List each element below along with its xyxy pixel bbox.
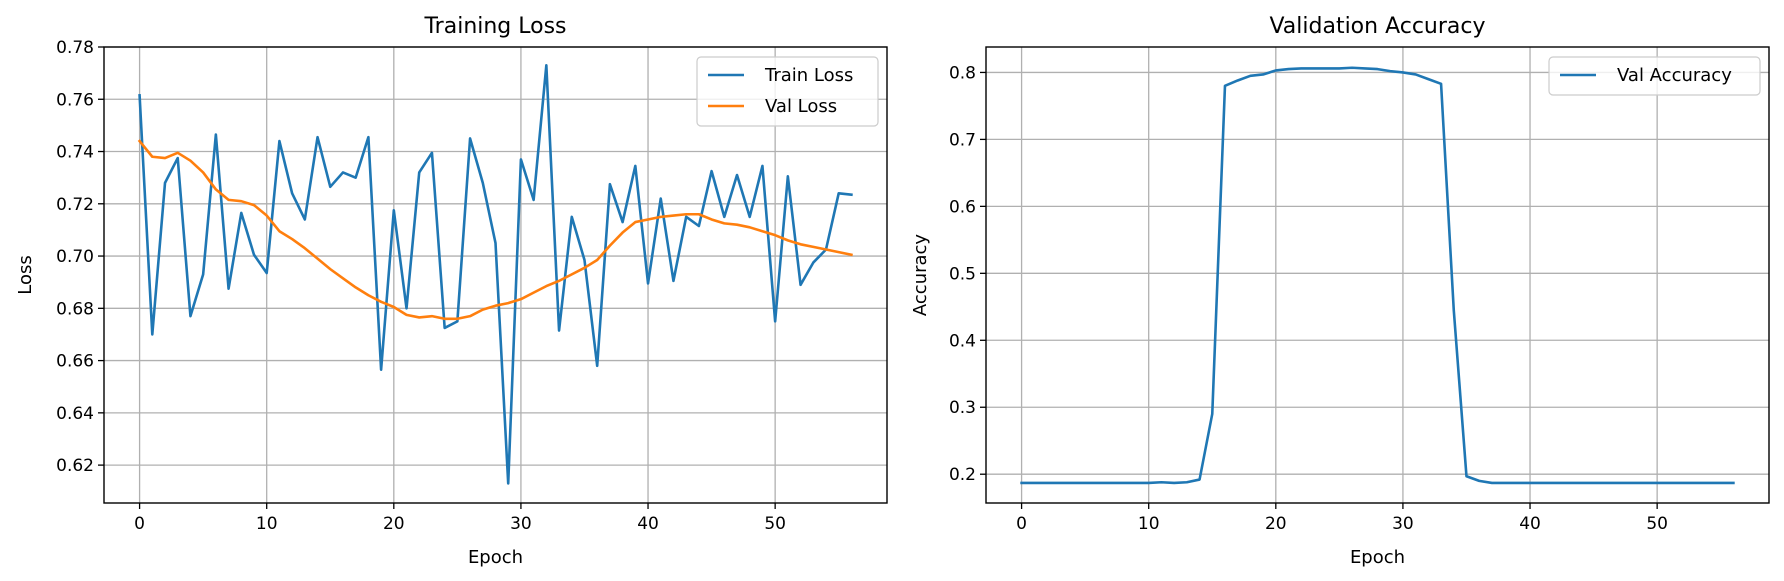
validation-accuracy-xlabel: Epoch — [1350, 547, 1405, 568]
series-line-val-loss — [137, 139, 853, 321]
validation-accuracy-ylabel: Accuracy — [910, 234, 931, 317]
training-loss-xtick-label: 10 — [256, 514, 278, 534]
validation-accuracy-ytick-label: 0.2 — [949, 465, 976, 485]
training-loss-xtick-label: 0 — [134, 514, 145, 534]
series-line-val-accuracy — [1020, 66, 1735, 485]
training-loss-ytick-label: 0.72 — [56, 195, 94, 215]
legend-val-accuracy-label: Val Accuracy — [1617, 65, 1732, 86]
validation-accuracy-ytick-label: 0.3 — [949, 398, 976, 418]
validation-accuracy-plot: 0 10 20 30 40 50 0.2 0.3 0.4 0.5 0.6 0.7 0.8 Validat… — [910, 14, 1770, 568]
training-loss-ytick-label: 0.66 — [56, 352, 94, 372]
training-loss-xtick-label: 50 — [764, 514, 786, 534]
training-loss-xlabel: Epoch — [468, 547, 523, 568]
validation-accuracy-ytick-label: 0.6 — [949, 197, 976, 217]
training-loss-plot: 0 10 20 30 40 50 0.62 0.64 0.66 0.68 0.70 0.72 0.74 0… — [15, 14, 888, 568]
legend-val-loss-label: Val Loss — [765, 96, 837, 117]
series-line-train-loss — [138, 63, 853, 485]
validation-accuracy-title: Validation Accuracy — [1269, 14, 1485, 39]
training-loss-ytick-label: 0.74 — [56, 143, 94, 163]
training-loss-ytick-label: 0.78 — [56, 38, 94, 58]
training-loss-xtick-label: 20 — [383, 514, 405, 534]
validation-accuracy-legend-box — [1548, 56, 1761, 96]
training-loss-ylabel: Loss — [15, 255, 36, 294]
validation-accuracy-xtick-label: 30 — [1392, 514, 1414, 534]
training-loss-ytick-label: 0.76 — [56, 90, 94, 110]
validation-accuracy-xtick-label: 0 — [1016, 514, 1027, 534]
validation-accuracy-legend: Val Accuracy — [1548, 56, 1761, 96]
training-loss-ytick-label: 0.64 — [56, 404, 94, 424]
legend-train-loss-label: Train Loss — [764, 65, 853, 86]
training-loss-legend: Train Loss Val Loss — [696, 56, 879, 127]
training-loss-ytick-label: 0.62 — [56, 456, 94, 476]
training-loss-xtick-label: 40 — [637, 514, 659, 534]
training-loss-axes-frame — [103, 46, 888, 504]
training-loss-title: Training Loss — [423, 14, 566, 39]
training-loss-xtick-label: 30 — [510, 514, 532, 534]
validation-accuracy-xtick-label: 10 — [1138, 514, 1160, 534]
validation-accuracy-ytick-label: 0.4 — [949, 331, 976, 351]
validation-accuracy-ytick-label: 0.5 — [949, 264, 976, 284]
validation-accuracy-ytick-label: 0.7 — [949, 130, 976, 150]
validation-accuracy-xtick-label: 20 — [1265, 514, 1287, 534]
validation-accuracy-ytick-label: 0.8 — [949, 63, 976, 83]
training-loss-ytick-label: 0.70 — [56, 247, 94, 267]
validation-accuracy-axes-frame — [985, 46, 1770, 504]
validation-accuracy-xtick-label: 40 — [1519, 514, 1541, 534]
validation-accuracy-xtick-label: 50 — [1646, 514, 1668, 534]
training-loss-ytick-label: 0.68 — [56, 299, 94, 319]
